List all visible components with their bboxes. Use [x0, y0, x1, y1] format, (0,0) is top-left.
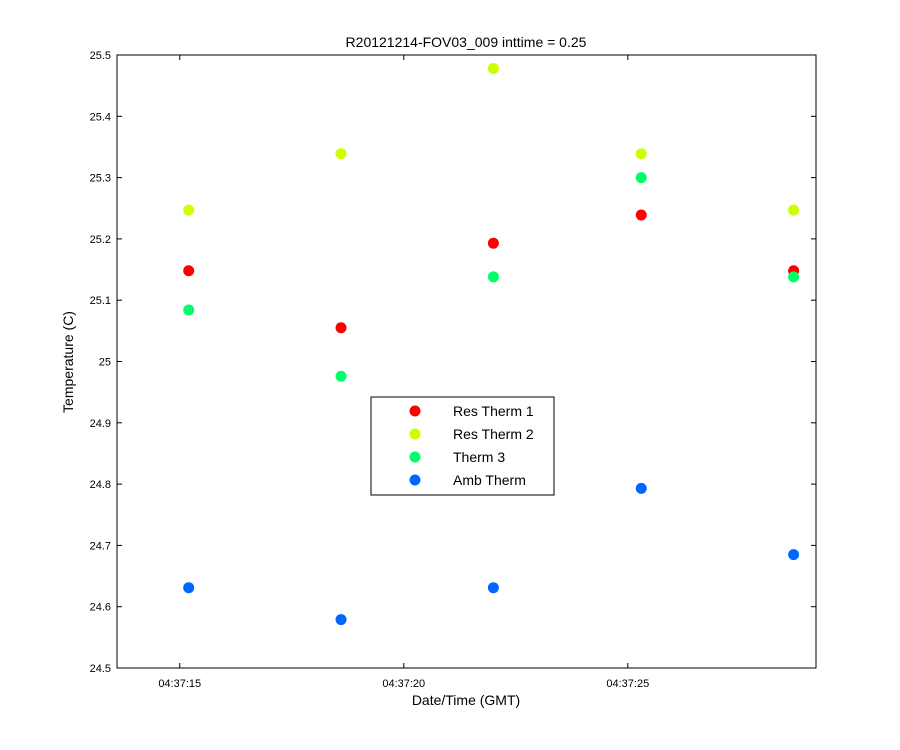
y-tick-label: 24.5: [90, 663, 111, 675]
legend-marker: [409, 405, 421, 417]
legend-marker: [409, 428, 421, 440]
x-tick-label: 04:37:15: [158, 678, 201, 690]
y-tick-label: 24.9: [90, 418, 111, 430]
y-tick-label: 24.7: [90, 540, 111, 552]
x-tick-label: 04:37:20: [382, 678, 425, 690]
data-point: [335, 370, 347, 382]
data-point: [788, 204, 800, 216]
y-tick-label: 24.6: [90, 602, 111, 614]
data-point: [788, 549, 800, 561]
x-axis: 04:37:15 04:37:20 04:37:25: [158, 55, 649, 690]
data-point: [335, 148, 347, 160]
y-tick-label: 25.2: [90, 234, 111, 246]
y-axis-title: Temperature (C): [60, 311, 76, 413]
y-tick-label: 25.3: [90, 173, 111, 185]
legend-box: [370, 396, 555, 496]
data-points: [183, 62, 800, 626]
legend-label: Res Therm 2: [453, 426, 534, 442]
legend-marker: [409, 474, 421, 486]
y-tick-label: 25.1: [90, 295, 111, 307]
chart-title: R20121214-FOV03_009 inttime = 0.25: [346, 34, 587, 50]
data-point: [183, 204, 195, 216]
plot-area: [116, 54, 817, 669]
legend-label: Amb Therm: [453, 472, 526, 488]
series-res-therm-2: [183, 62, 800, 216]
data-point: [335, 322, 347, 334]
data-point: [788, 271, 800, 283]
data-point: [635, 482, 647, 494]
data-point: [635, 172, 647, 184]
data-point: [183, 265, 195, 277]
series-amb-therm: [183, 482, 800, 626]
x-tick-label: 04:37:25: [606, 678, 649, 690]
y-tick-label: 25: [99, 357, 111, 369]
y-axis: 24.5 24.6 24.7 24.8 24.9 25 25.1 25.2 25.3 25.4 25…: [90, 50, 816, 675]
legend-label: Therm 3: [453, 449, 505, 465]
legend: Res Therm 1 Res Therm 2 Therm 3 Amb Therm: [370, 396, 555, 496]
data-point: [635, 148, 647, 160]
data-point: [183, 582, 195, 594]
data-point: [487, 237, 499, 249]
y-tick-label: 25.5: [90, 50, 111, 62]
series-therm-3: [183, 172, 800, 382]
legend-marker: [409, 451, 421, 463]
data-point: [487, 271, 499, 283]
data-point: [487, 62, 499, 74]
x-axis-title: Date/Time (GMT): [412, 692, 520, 708]
data-point: [487, 582, 499, 594]
data-point: [335, 614, 347, 626]
y-tick-label: 24.8: [90, 479, 111, 491]
y-tick-label: 25.4: [90, 111, 111, 123]
data-point: [635, 209, 647, 221]
legend-label: Res Therm 1: [453, 403, 534, 419]
data-point: [183, 304, 195, 316]
